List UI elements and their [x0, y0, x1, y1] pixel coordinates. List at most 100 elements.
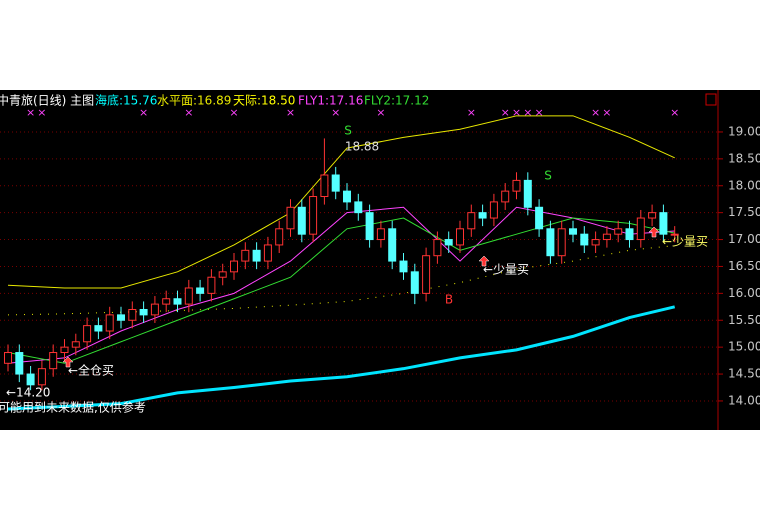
y-tick-label: 18.00	[728, 178, 760, 192]
candle-body	[388, 228, 397, 262]
y-tick-label: 14.00	[728, 393, 760, 407]
candle-body	[196, 287, 205, 294]
annotation: 18.88	[345, 140, 379, 154]
chart-background	[0, 90, 760, 430]
candle-body	[365, 212, 374, 241]
signal-marker: ×	[670, 106, 679, 119]
legend-text: 中青旅(日线) 主图	[0, 93, 94, 108]
candle-body	[4, 352, 12, 364]
signal-marker: ×	[501, 106, 510, 119]
candle-body	[60, 346, 69, 354]
candle-body	[275, 228, 284, 246]
y-tick-label: 14.50	[728, 367, 760, 381]
candle-body	[422, 255, 431, 294]
signal-marker: ×	[184, 106, 193, 119]
candle-body	[602, 233, 611, 241]
y-tick-label: 16.50	[728, 259, 760, 273]
candle-body	[343, 190, 351, 203]
signal-marker: ×	[467, 106, 476, 119]
candle-body	[636, 217, 645, 241]
candle-body	[297, 206, 306, 235]
legend-text: FLY1:17.16	[298, 94, 363, 108]
candle-body	[49, 352, 58, 370]
signal-marker: ×	[512, 106, 521, 119]
y-tick-label: 17.00	[728, 232, 760, 246]
candle-body	[26, 373, 35, 386]
candle-body	[94, 325, 103, 332]
annotation: ←全仓买	[68, 363, 114, 378]
legend-text: 天际:18.50	[233, 94, 295, 108]
y-tick-label: 16.00	[728, 286, 760, 300]
y-tick-label: 19.00	[728, 124, 760, 138]
annotation: S	[344, 124, 352, 138]
candle-body	[71, 341, 80, 348]
candle-body	[320, 174, 329, 198]
candle-body	[354, 201, 363, 214]
annotation: ←少量买	[662, 235, 708, 249]
candle-body	[625, 228, 634, 241]
candle-body	[648, 212, 657, 219]
signal-marker: ×	[602, 106, 611, 119]
candle-body	[207, 276, 216, 294]
candle-body	[614, 228, 623, 235]
candle-body	[184, 287, 193, 305]
candle-body	[162, 298, 171, 305]
signal-marker: ×	[229, 106, 238, 119]
candle-body	[218, 271, 227, 278]
candle-body	[433, 239, 442, 257]
candle-body	[546, 228, 555, 257]
candle-body	[263, 244, 272, 262]
candle-body	[105, 314, 114, 332]
annotation: S	[544, 169, 552, 183]
buy-arrow	[478, 255, 490, 267]
candle-body	[37, 368, 46, 386]
buy-arrow	[62, 356, 74, 368]
candle-body	[467, 212, 476, 230]
signal-marker: ×	[376, 106, 385, 119]
candle-body	[659, 212, 668, 235]
candle-body	[117, 314, 125, 321]
y-tick-label: 15.50	[728, 313, 760, 327]
candle-body	[331, 174, 340, 192]
legend-text: 水平面:16.89	[157, 94, 231, 108]
candle-body	[286, 206, 295, 230]
candle-body	[410, 271, 419, 294]
signal-marker: ×	[139, 106, 148, 119]
buy-arrow	[648, 226, 660, 238]
signal-marker: ×	[26, 106, 35, 119]
candle-body	[501, 190, 510, 203]
note: 可能用到未来数据,仅供参考	[0, 400, 146, 415]
candle-body	[478, 212, 487, 219]
signal-marker: ×	[331, 106, 340, 119]
y-tick-label: 18.50	[728, 151, 760, 165]
signal-marker: ×	[286, 106, 295, 119]
annotation: B	[445, 293, 453, 307]
candle-body	[512, 179, 521, 192]
signal-marker: ×	[523, 106, 532, 119]
y-tick-label: 17.50	[728, 205, 760, 219]
signal-marker: ×	[591, 106, 600, 119]
candle-body	[456, 228, 464, 246]
candle-body	[591, 239, 600, 246]
y-tick-label: 15.00	[728, 340, 760, 354]
legend-text: FLY2:17.12	[364, 94, 429, 108]
indicator-line	[7, 305, 676, 411]
panel-button[interactable]	[705, 93, 717, 106]
candle-body	[376, 228, 385, 241]
candle-body	[139, 308, 148, 316]
annotation: ←14.20	[6, 386, 50, 400]
candle-body	[569, 228, 577, 235]
candle-body	[230, 260, 238, 273]
candle-body	[150, 303, 159, 316]
signal-marker: ×	[37, 106, 46, 119]
candle-body	[489, 201, 498, 219]
annotation: ←少量买	[483, 263, 529, 277]
indicator-line	[7, 115, 675, 289]
candle-body	[128, 308, 137, 321]
signal-marker: ×	[534, 106, 543, 119]
candle-body	[241, 249, 250, 262]
candle-body	[173, 298, 182, 305]
candle-body	[523, 179, 532, 208]
candle-body	[15, 352, 24, 375]
